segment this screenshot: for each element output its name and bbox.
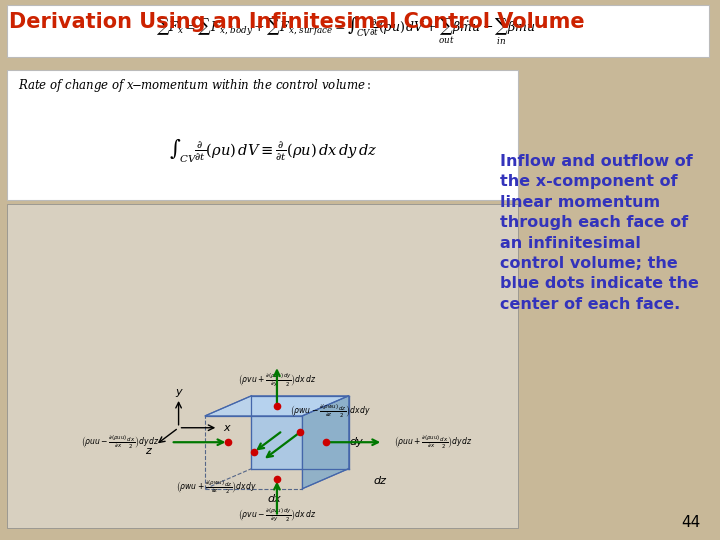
Text: dx: dx [268, 494, 282, 504]
Text: $\mathit{Rate\ of\ change\ of\ x\!\!-\!\!momentum\ within\ the\ control\ volume:: $\mathit{Rate\ of\ change\ of\ x\!\!-\!\… [18, 77, 372, 93]
Text: $\left(\rho wu-\frac{\partial(\rho wu)}{\partial z}\frac{dz}{2}\right)dx\,dy$: $\left(\rho wu-\frac{\partial(\rho wu)}{… [289, 402, 371, 420]
FancyBboxPatch shape [7, 5, 709, 57]
Text: $\left(\rho vu-\frac{\partial(\rho vu)}{\partial y}\frac{dy}{2}\right)dx\,dz$: $\left(\rho vu-\frac{\partial(\rho vu)}{… [238, 507, 316, 524]
Polygon shape [251, 396, 348, 469]
Text: Derivation Using an Infinitesimal Control Volume: Derivation Using an Infinitesimal Contro… [9, 12, 585, 32]
Text: $\left(\rho uu+\frac{\partial(\rho uu)}{\partial x}\frac{dx}{2}\right)dy\,dz$: $\left(\rho uu+\frac{\partial(\rho uu)}{… [394, 434, 473, 451]
Text: Inflow and outflow of
the x-component of
linear momentum
through each face of
an: Inflow and outflow of the x-component of… [500, 154, 699, 312]
Text: y: y [175, 387, 182, 396]
Polygon shape [205, 396, 348, 416]
Text: x: x [223, 423, 230, 433]
Text: z: z [145, 447, 151, 456]
FancyBboxPatch shape [7, 70, 518, 200]
Text: $\left(\rho uu-\frac{\partial(\rho uu)}{\partial x}\frac{dx}{2}\right)dy\,dz$: $\left(\rho uu-\frac{\partial(\rho uu)}{… [81, 434, 160, 451]
Text: $\int_{CV} \frac{\partial}{\partial t}(\rho u)\,dV\equiv \frac{\partial}{\partia: $\int_{CV} \frac{\partial}{\partial t}(\… [169, 137, 378, 165]
Text: dz: dz [374, 476, 387, 487]
Text: dy: dy [350, 437, 364, 447]
Text: $\sum F_x = \sum F_{x,\,body} + \sum F_{x,\,surface} = \int_{CV} \frac{\partial}: $\sum F_x = \sum F_{x,\,body} + \sum F_{… [156, 15, 536, 47]
Polygon shape [302, 396, 348, 489]
Text: $\left(\rho vu+\frac{\partial(\rho vu)}{\partial y}\frac{dy}{2}\right)dx\,dz$: $\left(\rho vu+\frac{\partial(\rho vu)}{… [238, 372, 316, 389]
FancyBboxPatch shape [7, 204, 518, 528]
Text: $\left(\rho wu+\frac{\partial(\rho wu)}{\partial z}\frac{dz}{2}\right)dx\,dy$: $\left(\rho wu+\frac{\partial(\rho wu)}{… [176, 478, 257, 496]
Text: 44: 44 [681, 515, 701, 530]
